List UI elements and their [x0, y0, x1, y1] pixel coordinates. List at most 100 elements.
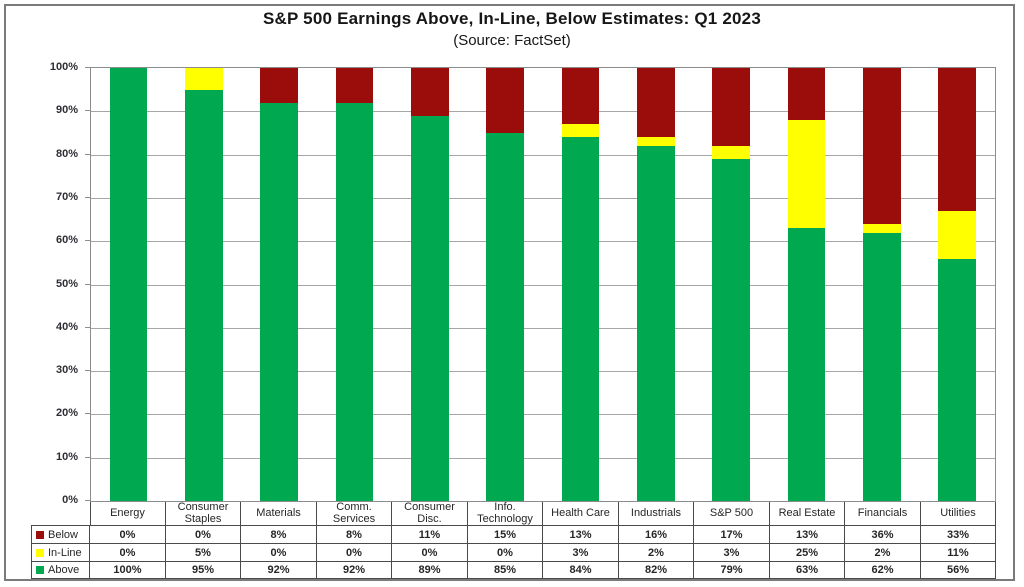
gridline-40% — [91, 327, 995, 329]
table-value-in-line: 25% — [770, 544, 845, 562]
y-axis-tick — [85, 67, 90, 68]
bar-segment-above — [260, 102, 299, 501]
table-value-below: 0% — [166, 526, 241, 544]
bar-segment-below — [486, 68, 525, 133]
table-header-label: Consumer Disc. — [404, 501, 455, 525]
y-axis-label-20%: 20% — [55, 407, 78, 419]
bar-segment-above — [938, 258, 977, 501]
bar-segment-below — [260, 68, 299, 103]
table-header-industrials: Industrials — [619, 502, 694, 526]
table-header-label: Comm. Services — [332, 501, 376, 525]
gridline-70% — [91, 197, 995, 199]
table-header-s-p-500: S&P 500 — [694, 502, 770, 526]
table-value-below: 15% — [468, 526, 543, 544]
table-header-info-technology: Info. Technology — [468, 501, 543, 526]
y-axis-label-60%: 60% — [55, 234, 78, 246]
table-edge-legend-left — [31, 525, 32, 579]
table-value-below: 8% — [241, 526, 317, 544]
table-value-below: 36% — [845, 526, 921, 544]
bar-segment-inline — [712, 145, 751, 159]
bar-segment-inline — [863, 223, 901, 233]
bar-slot-info-technology — [468, 68, 543, 501]
bar-segment-inline — [938, 210, 977, 259]
table-header-label: Consumer Staples — [177, 501, 229, 525]
table-header-energy: Energy — [90, 502, 166, 526]
table-header-consumer-staples: Consumer Staples — [166, 501, 241, 526]
table-value-above: 84% — [543, 562, 619, 579]
table-header-utilities: Utilities — [921, 502, 996, 526]
legend-row-in-line: In-Line — [31, 544, 90, 562]
y-axis-label-30%: 30% — [55, 364, 78, 376]
bar-segment-above — [561, 137, 600, 501]
table-value-above: 79% — [694, 562, 770, 579]
table-value-below: 13% — [770, 526, 845, 544]
bar-slot-consumer-staples — [166, 68, 241, 501]
bar-slot-utilities — [920, 68, 995, 501]
y-axis-label-50%: 50% — [55, 278, 78, 290]
bar-consumer-staples — [185, 68, 223, 501]
y-axis-tick — [85, 110, 90, 111]
table-header-label: Health Care — [551, 506, 610, 519]
table-value-below: 11% — [392, 526, 468, 544]
table-value-below: 16% — [619, 526, 694, 544]
table-value-in-line: 3% — [543, 544, 619, 562]
y-axis-label-40%: 40% — [55, 321, 78, 333]
table-value-in-line: 0% — [90, 544, 166, 562]
bar-energy — [109, 68, 148, 501]
gridline-30% — [91, 371, 995, 373]
table-header-label: Financials — [857, 506, 908, 519]
bar-segment-below — [637, 68, 675, 138]
table-header-consumer-disc-: Consumer Disc. — [392, 501, 468, 526]
bar-segment-above — [411, 115, 449, 501]
legend-row-label: Above — [48, 564, 80, 576]
y-axis-tick — [85, 197, 90, 198]
bar-s-p-500 — [712, 68, 751, 501]
y-axis-label-70%: 70% — [55, 191, 78, 203]
gridline-80% — [91, 154, 995, 156]
bar-slot-health-care — [543, 68, 618, 501]
table-header-label: Industrials — [630, 506, 682, 519]
y-axis-tick — [85, 154, 90, 155]
table-header-health-care: Health Care — [543, 502, 619, 526]
table-value-in-line: 11% — [921, 544, 996, 562]
table-value-above: 95% — [166, 562, 241, 579]
outer-frame — [4, 4, 1015, 581]
bar-segment-below — [335, 68, 374, 103]
y-axis-tick — [85, 327, 90, 328]
bar-industrials — [637, 68, 675, 501]
bar-comm-services — [335, 68, 374, 501]
gridline-20% — [91, 414, 995, 416]
table-header-label: Utilities — [940, 506, 976, 519]
bar-slot-industrials — [618, 68, 693, 501]
table-edge-legend-top — [31, 525, 90, 526]
table-header-real-estate: Real Estate — [770, 502, 845, 526]
bars — [91, 68, 995, 501]
bar-segment-above — [109, 68, 148, 501]
bar-segment-below — [787, 68, 826, 120]
y-axis-label-10%: 10% — [55, 451, 78, 463]
y-axis-tick — [85, 370, 90, 371]
y-axis: 100% 90% 80% 70% 60% 50% 40% 30% 20% 10% 0% — [0, 61, 84, 506]
table-value-above: 63% — [770, 562, 845, 579]
table-value-above: 62% — [845, 562, 921, 579]
table-value-in-line: 0% — [317, 544, 392, 562]
y-axis-label-0%: 0% — [62, 494, 78, 506]
bar-materials — [260, 68, 299, 501]
bar-segment-inline — [185, 68, 223, 90]
bar-slot-s-p-500 — [694, 68, 769, 501]
legend-row-above: Above — [31, 562, 90, 579]
chart-title: S&P 500 Earnings Above, In-Line, Below E… — [263, 9, 761, 28]
bar-segment-inline — [561, 124, 600, 138]
bar-segment-above — [637, 145, 675, 501]
legend-row-label: In-Line — [48, 546, 82, 559]
legend-swatch-in-line — [36, 548, 44, 557]
bar-segment-above — [863, 232, 901, 501]
bar-slot-comm-services — [317, 68, 392, 501]
table-header-label: Info. Technology — [477, 501, 533, 525]
table-edge-header-left — [90, 502, 91, 526]
table-value-below: 13% — [543, 526, 619, 544]
bar-segment-above — [486, 132, 525, 501]
bar-slot-materials — [242, 68, 317, 501]
y-axis-tick — [85, 500, 90, 501]
legend-swatch-above — [36, 566, 44, 574]
